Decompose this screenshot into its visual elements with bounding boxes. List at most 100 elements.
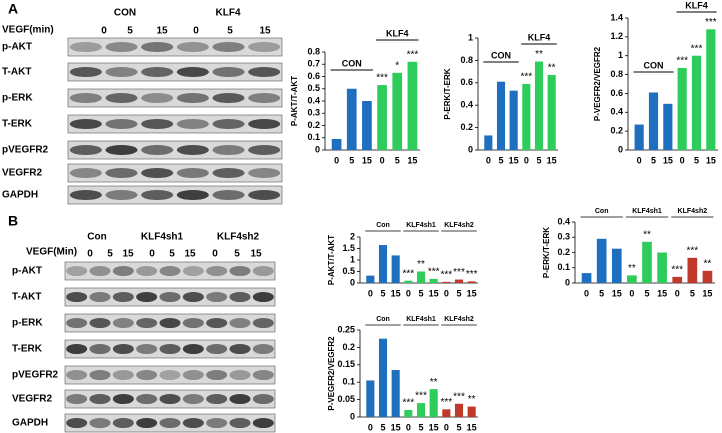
- y-axis-label: P-VEGFR2/VEGFR2: [593, 46, 602, 121]
- group-label: KLF4sh2: [678, 208, 708, 215]
- time-value: 5: [107, 249, 113, 260]
- bar: [663, 103, 673, 150]
- blot-band: [112, 417, 134, 429]
- y-tick-label: 0.2: [342, 342, 355, 352]
- blot-strip: [67, 37, 283, 57]
- time-label: VEGF(Min): [26, 247, 77, 258]
- y-tick-label: 0.6: [460, 77, 473, 87]
- blot-strip: [64, 261, 276, 281]
- x-tick-label: 15: [467, 422, 477, 432]
- y-tick-label: 0.8: [307, 46, 320, 56]
- y-tick-label: 0.4: [557, 216, 570, 226]
- significance-label: ***: [376, 73, 388, 84]
- x-tick-label: 5: [651, 155, 656, 165]
- row-label: VEGFR2: [2, 168, 42, 179]
- bar: [691, 55, 702, 150]
- y-tick-label: 0.8: [460, 55, 473, 65]
- row-label: VEGFR2: [12, 394, 52, 405]
- significance-label: ***: [402, 398, 414, 409]
- significance-label: **: [417, 259, 425, 270]
- group-label: KLF4sh2: [444, 316, 474, 323]
- blot-band: [141, 41, 174, 53]
- x-tick-label: 5: [456, 288, 461, 298]
- significance-label: ***: [440, 397, 452, 408]
- significance-label: **: [704, 258, 712, 269]
- blot-band: [69, 144, 102, 156]
- y-tick-label: 0.05: [337, 394, 355, 404]
- y-tick-label: 0.5: [342, 266, 355, 276]
- time-value: 15: [259, 26, 271, 37]
- blot-band: [182, 317, 204, 329]
- significance-label: **: [628, 263, 636, 274]
- y-axis-label: P-ERK/T-ERK: [443, 68, 452, 119]
- x-tick-label: 15: [407, 155, 417, 165]
- x-tick-label: 5: [418, 288, 423, 298]
- significance-label: ***: [686, 245, 698, 256]
- blot-band: [136, 291, 158, 303]
- blot-band: [105, 189, 138, 201]
- blot-band: [105, 144, 138, 156]
- blot-band: [141, 189, 174, 201]
- x-tick-label: 0: [629, 288, 634, 298]
- group-label: Con: [87, 232, 106, 243]
- blot-band: [105, 167, 138, 179]
- blot-band: [252, 291, 274, 303]
- blot-band: [89, 393, 111, 405]
- bar: [522, 83, 531, 150]
- x-tick-label: 0: [486, 155, 491, 165]
- y-tick-label: 1.4: [610, 12, 623, 22]
- row-label: pVEGFR2: [12, 370, 59, 381]
- x-tick-label: 5: [498, 155, 503, 165]
- blot-band: [176, 41, 209, 53]
- bar: [547, 74, 556, 150]
- y-tick-label: 0.4: [610, 107, 623, 117]
- blot-band: [105, 41, 138, 53]
- blot-band: [69, 189, 102, 201]
- blot-band: [89, 317, 111, 329]
- y-tick-label: 0: [350, 411, 355, 421]
- blot-band: [248, 189, 281, 201]
- y-tick-label: 0.4: [460, 100, 473, 110]
- significance-label: ***: [453, 267, 465, 278]
- x-tick-label: 0: [675, 288, 680, 298]
- y-tick-label: 0.6: [610, 88, 623, 98]
- group-label: KLF4sh1: [141, 232, 184, 243]
- x-tick-label: 5: [349, 155, 354, 165]
- x-tick-label: 15: [706, 155, 716, 165]
- x-tick-label: 15: [612, 288, 622, 298]
- blot-band: [248, 167, 281, 179]
- blot-band: [252, 417, 274, 429]
- row-label: pVEGFR2: [2, 145, 49, 156]
- blot-band: [212, 118, 245, 130]
- x-tick-label: 0: [524, 155, 529, 165]
- significance-label: ***: [407, 49, 419, 60]
- group-label: CON: [114, 8, 136, 19]
- blot-band: [252, 343, 274, 355]
- significance-label: ***: [676, 56, 688, 67]
- x-tick-label: 15: [391, 288, 401, 298]
- bar: [404, 280, 413, 283]
- blot-band: [212, 66, 245, 78]
- blot-band: [69, 92, 102, 104]
- blot-band: [66, 291, 88, 303]
- y-tick-label: 0.2: [307, 120, 320, 130]
- y-tick-label: 0.1: [307, 132, 320, 142]
- blot-band: [159, 393, 181, 405]
- row-label: p-AKT: [2, 42, 32, 53]
- significance-label: ***: [402, 268, 414, 279]
- group-label: Con: [595, 208, 609, 215]
- row-label: T-AKT: [2, 67, 31, 78]
- bar: [611, 248, 622, 283]
- group-label: CON: [644, 60, 664, 70]
- time-value: 0: [87, 249, 93, 260]
- y-tick-label: 0.2: [460, 122, 473, 132]
- bar: [484, 135, 493, 150]
- blot-band: [69, 41, 102, 53]
- significance-label: ***: [705, 17, 717, 28]
- blot-band: [66, 265, 88, 277]
- blot-band: [212, 144, 245, 156]
- bar: [366, 275, 375, 283]
- significance-label: ***: [440, 269, 452, 280]
- group-label: KLF4sh1: [632, 208, 662, 215]
- blot-band: [141, 92, 174, 104]
